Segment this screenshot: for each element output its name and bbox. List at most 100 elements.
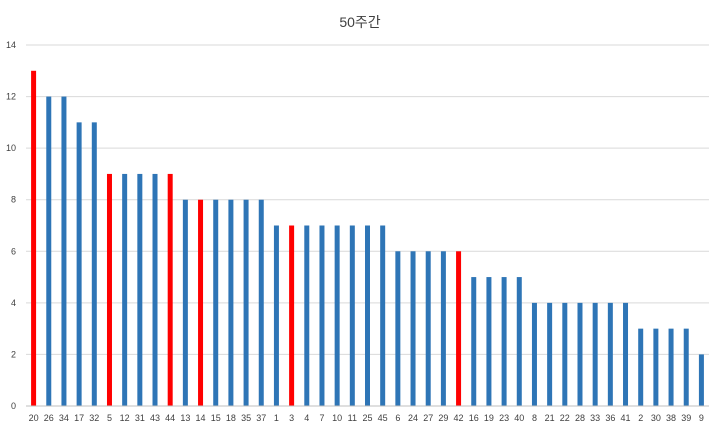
bar-45: [380, 225, 386, 406]
bar-38: [668, 328, 674, 406]
x-tick-label: 22: [560, 413, 570, 423]
x-tick-label: 29: [438, 413, 448, 423]
x-tick-label: 43: [150, 413, 160, 423]
y-tick-label: 4: [11, 298, 16, 308]
x-tick-label: 33: [590, 413, 600, 423]
bar-21: [547, 302, 553, 406]
bar-15: [213, 199, 219, 406]
bar-22: [562, 302, 568, 406]
y-tick-label: 6: [11, 246, 16, 256]
x-tick-label: 26: [44, 413, 54, 423]
bar-20: [31, 70, 37, 407]
bar-14: [198, 199, 204, 406]
x-tick-label: 19: [484, 413, 494, 423]
bar-43: [152, 173, 158, 406]
x-tick-label: 41: [621, 413, 631, 423]
x-tick-label: 14: [196, 413, 206, 423]
x-tick-label: 31: [135, 413, 145, 423]
x-tick-label: 1: [274, 413, 279, 423]
bar-26: [46, 96, 52, 407]
bar-2: [638, 328, 644, 406]
bar-1: [273, 225, 279, 406]
x-tick-label: 9: [699, 413, 704, 423]
x-tick-label: 5: [107, 413, 112, 423]
x-tick-label: 44: [165, 413, 175, 423]
x-tick-label: 28: [575, 413, 585, 423]
bar-29: [440, 251, 446, 406]
y-tick-label: 14: [6, 40, 16, 50]
x-tick-label: 12: [120, 413, 130, 423]
y-tick-label: 8: [11, 195, 16, 205]
bar-44: [167, 173, 173, 406]
x-axis-ticks: 20 26 34 17 32 5 12 31 43 44 13 14 15 18 35 37 1 3 4 7 10 11 2…: [29, 413, 704, 423]
bar-10: [334, 225, 340, 406]
bar-7: [319, 225, 325, 406]
x-tick-label: 39: [681, 413, 691, 423]
bar-37: [258, 199, 264, 406]
x-tick-label: 6: [395, 413, 400, 423]
x-tick-label: 20: [29, 413, 39, 423]
bar-40: [516, 277, 522, 406]
bar-8: [531, 302, 537, 406]
y-tick-label: 12: [6, 92, 16, 102]
chart-title: 50주간: [339, 14, 380, 30]
bar-24: [410, 251, 416, 406]
bar-32: [91, 122, 97, 406]
x-tick-label: 13: [180, 413, 190, 423]
x-tick-label: 7: [319, 413, 324, 423]
bar-9: [698, 354, 704, 406]
bar-16: [471, 277, 477, 406]
bar-25: [365, 225, 370, 406]
x-tick-label: 27: [423, 413, 433, 423]
y-tick-label: 0: [11, 401, 16, 411]
bar-4: [304, 225, 310, 406]
x-tick-label: 8: [532, 413, 537, 423]
x-tick-label: 25: [362, 413, 372, 423]
bar-27: [425, 251, 431, 406]
x-tick-label: 35: [241, 413, 251, 423]
y-tick-label: 10: [6, 143, 16, 153]
x-tick-label: 18: [226, 413, 236, 423]
x-tick-label: 4: [304, 413, 309, 423]
x-tick-label: 36: [605, 413, 615, 423]
bar-12: [122, 173, 128, 406]
x-tick-label: 30: [651, 413, 661, 423]
x-tick-label: 3: [289, 413, 294, 423]
x-tick-label: 23: [499, 413, 509, 423]
x-tick-label: 24: [408, 413, 418, 423]
bar-13: [182, 199, 188, 406]
x-tick-label: 11: [348, 413, 357, 423]
bar-6: [395, 251, 401, 406]
bar-11: [349, 225, 355, 406]
y-tick-label: 2: [11, 349, 16, 359]
x-tick-label: 40: [514, 413, 524, 423]
bar-3: [289, 225, 295, 406]
x-tick-label: 34: [59, 413, 69, 423]
x-tick-label: 21: [545, 413, 555, 423]
y-axis-ticks: 0 2 4 6 8 10 12 14: [6, 40, 16, 411]
bar-42: [456, 251, 462, 406]
x-tick-label: 2: [638, 413, 643, 423]
bar-39: [683, 328, 689, 406]
x-tick-label: 16: [469, 413, 479, 423]
bar-5: [106, 173, 112, 406]
bar-34: [61, 96, 67, 407]
bar-17: [76, 122, 82, 406]
bar-36: [607, 302, 613, 406]
bar-30: [653, 328, 659, 406]
bar-41: [623, 302, 629, 406]
x-tick-label: 38: [666, 413, 676, 423]
x-tick-label: 15: [211, 413, 221, 423]
bar-28: [577, 302, 583, 406]
bars: [31, 70, 704, 407]
bar-31: [137, 173, 143, 406]
bar-23: [501, 277, 507, 406]
bar-18: [228, 199, 234, 406]
bar-33: [592, 302, 598, 406]
x-tick-label: 37: [256, 413, 266, 423]
bar-19: [486, 277, 492, 406]
x-tick-label: 10: [332, 413, 342, 423]
x-tick-label: 42: [454, 413, 464, 423]
